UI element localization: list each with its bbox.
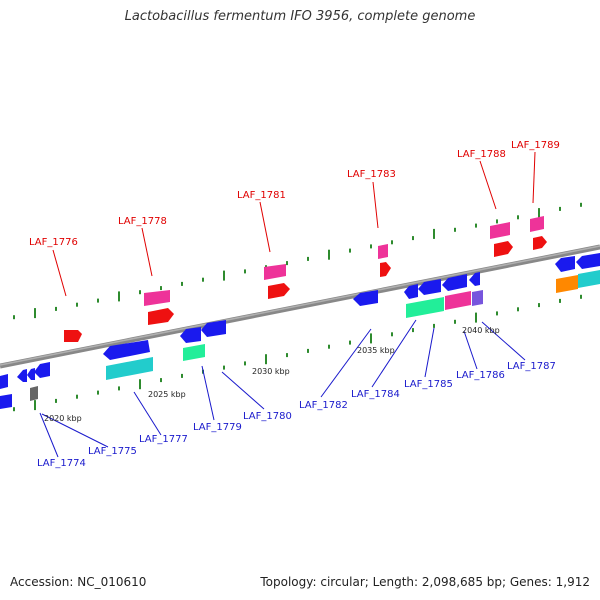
gene-label[interactable]: LAF_1784	[351, 389, 400, 400]
scale-label: 2040 kbp	[462, 326, 500, 335]
gene-label[interactable]: LAF_1787	[507, 361, 556, 372]
genome-backbone	[0, 244, 600, 369]
reverse-gene-labels: LAF_1774 LAF_1775 LAF_1777 LAF_1779 LAF_…	[37, 361, 556, 469]
gene-feature[interactable]	[148, 308, 174, 325]
gene-feature[interactable]	[180, 327, 201, 343]
gene-feature[interactable]	[353, 290, 378, 306]
accession-text: Accession: NC_010610	[10, 575, 147, 589]
gene-feature[interactable]	[380, 262, 391, 277]
gene-feature[interactable]	[17, 369, 27, 382]
gene-feature[interactable]	[556, 275, 578, 293]
gene-feature[interactable]	[27, 368, 35, 380]
gene-label[interactable]: LAF_1783	[347, 169, 396, 180]
genome-backbone-highlight	[0, 245, 600, 366]
gene-feature[interactable]	[442, 274, 467, 291]
gene-feature[interactable]	[201, 320, 226, 337]
gene-feature[interactable]	[494, 241, 513, 257]
gene-feature[interactable]	[530, 216, 544, 232]
gene-label[interactable]: LAF_1788	[457, 149, 506, 160]
gene-feature[interactable]	[578, 270, 600, 288]
gene-feature[interactable]	[34, 362, 50, 378]
gene-label[interactable]: LAF_1780	[243, 411, 292, 422]
gene-feature[interactable]	[0, 394, 12, 409]
gene-feature[interactable]	[64, 330, 82, 342]
gene-feature[interactable]	[404, 284, 418, 299]
gene-label[interactable]: LAF_1778	[118, 216, 167, 227]
gene-feature[interactable]	[144, 290, 170, 306]
gene-feature[interactable]	[0, 374, 8, 389]
genome-summary-text: Topology: circular; Length: 2,098,685 bp…	[260, 575, 590, 589]
gene-feature[interactable]	[183, 344, 205, 361]
gene-label[interactable]: LAF_1776	[29, 237, 78, 248]
gene-feature[interactable]	[490, 222, 510, 239]
gene-feature[interactable]	[406, 297, 444, 318]
genome-title: Lactobacillus fermentum IFO 3956, comple…	[124, 9, 476, 24]
gene-label[interactable]: LAF_1785	[404, 379, 453, 390]
forward-gene-labels: LAF_1776 LAF_1778 LAF_1781 LAF_1783 LAF_…	[29, 140, 560, 248]
reverse-label-leaders	[39, 319, 526, 458]
gene-label[interactable]: LAF_1781	[237, 190, 286, 201]
reverse-strand-features	[0, 253, 600, 409]
gene-feature[interactable]	[30, 386, 38, 401]
forward-strand-features	[64, 216, 547, 342]
forward-label-leaders	[52, 151, 536, 297]
gene-feature[interactable]	[576, 253, 600, 269]
scale-label: 2025 kbp	[148, 390, 186, 399]
gene-label[interactable]: LAF_1786	[456, 370, 505, 381]
scale-label: 2030 kbp	[252, 367, 290, 376]
gene-feature[interactable]	[418, 279, 441, 295]
gene-label[interactable]: LAF_1782	[299, 400, 348, 411]
gene-feature[interactable]	[378, 244, 388, 259]
gene-feature[interactable]	[103, 340, 150, 360]
scale-label: 2035 kbp	[357, 346, 395, 355]
gene-feature[interactable]	[268, 283, 290, 299]
gene-feature[interactable]	[533, 236, 547, 250]
gene-label[interactable]: LAF_1779	[193, 422, 242, 433]
gene-label[interactable]: LAF_1777	[139, 434, 188, 445]
gene-feature[interactable]	[106, 357, 153, 380]
gene-feature[interactable]	[469, 272, 480, 286]
gene-label[interactable]: LAF_1775	[88, 446, 137, 457]
gene-feature[interactable]	[445, 291, 471, 310]
gene-feature[interactable]	[555, 256, 575, 272]
scale-labels: 2020 kbp 2025 kbp 2030 kbp 2035 kbp 2040…	[44, 326, 500, 423]
scale-label: 2020 kbp	[44, 414, 82, 423]
gene-feature[interactable]	[472, 290, 483, 306]
gene-label[interactable]: LAF_1774	[37, 458, 86, 469]
gene-label[interactable]: LAF_1789	[511, 140, 560, 151]
gene-feature[interactable]	[264, 264, 286, 280]
